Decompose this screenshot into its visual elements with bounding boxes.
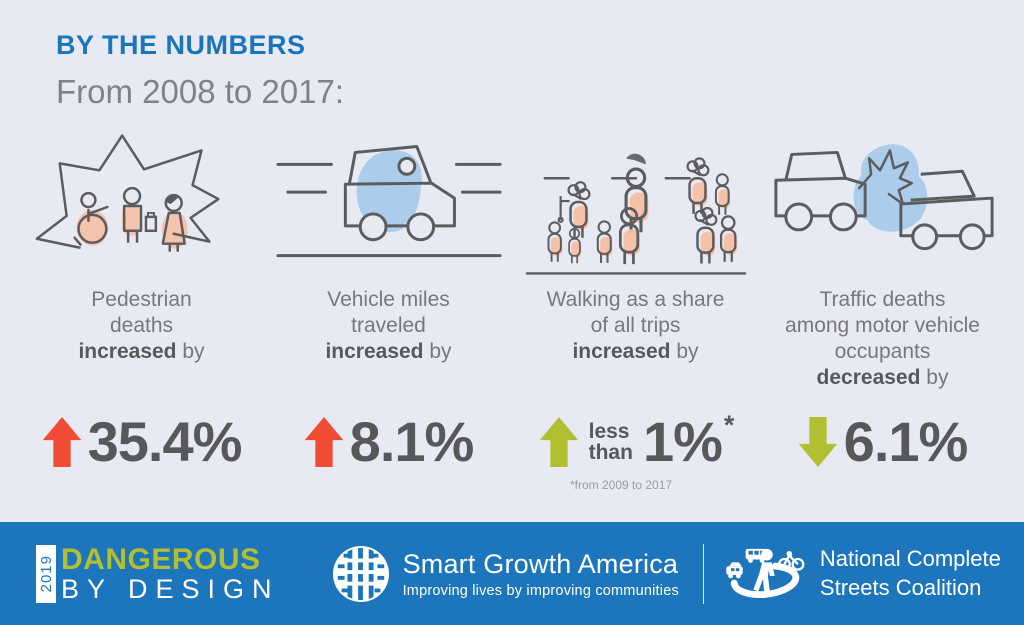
- down-arrow-icon: [798, 416, 837, 467]
- stat-value: 8.1%: [349, 410, 475, 473]
- smart-growth-america-name: Smart Growth America: [402, 548, 679, 579]
- dangerous-by-design-brand: 2019 DANGEROUS BY DESIGN: [36, 542, 280, 604]
- stats-columns: Pedestrian deaths increased by 35.4%: [0, 125, 1024, 492]
- complete-streets-logo-block: National Complete Streets Coalition: [724, 543, 1010, 605]
- footer-bar: 2019 DANGEROUS BY DESIGN: [0, 522, 1024, 625]
- stat-value: 6.1%: [843, 410, 969, 473]
- up-arrow-icon: [42, 416, 81, 467]
- stat-column-vehicle-miles: Vehicle miles traveled increased by 8.1%: [265, 125, 512, 492]
- stat-column-motor-vehicle-deaths: Traffic deaths among motor vehicle occup…: [759, 125, 1006, 492]
- asterisk: *: [723, 410, 735, 440]
- up-arrow-icon: [539, 416, 578, 467]
- stat-value: 35.4%: [87, 410, 243, 473]
- footnote: *from 2009 to 2017: [570, 478, 673, 492]
- stat-description: Pedestrian deaths increased by: [78, 288, 205, 364]
- stat-description: Walking as a share of all trips increase…: [546, 288, 725, 364]
- smart-growth-america-icon: [332, 545, 389, 602]
- speeding-car-icon: [270, 125, 508, 287]
- stat-description: Traffic deaths among motor vehicle occup…: [785, 288, 980, 390]
- smart-growth-america-tagline: Improving lives by improving communities: [402, 582, 679, 599]
- walking-people-icon: [517, 125, 755, 287]
- stat-column-walking-share: Walking as a share of all trips increase…: [512, 125, 759, 492]
- page-title: BY THE NUMBERS: [56, 30, 306, 60]
- complete-streets-name: National Complete Streets Coalition: [819, 545, 1001, 600]
- page-subtitle: From 2008 to 2017:: [56, 73, 345, 110]
- stat-value-row: 6.1%: [798, 409, 968, 474]
- by-the-numbers-section: BY THE NUMBERS From 2008 to 2017:: [0, 0, 1024, 522]
- pedestrian-crash-icon: [23, 125, 261, 287]
- complete-streets-icon: [726, 548, 805, 598]
- stat-description: Vehicle miles traveled increased by: [325, 288, 452, 364]
- stat-column-pedestrian-deaths: Pedestrian deaths increased by 35.4%: [18, 125, 265, 492]
- stat-value-row: 8.1%: [304, 409, 474, 474]
- year-badge: 2019: [36, 544, 56, 603]
- stat-value: 1%: [642, 410, 723, 473]
- stat-qualifier: less than: [588, 419, 633, 464]
- footer-divider: [702, 543, 704, 604]
- brand-title: DANGEROUS: [61, 542, 261, 576]
- brand-subtitle: BY DESIGN: [61, 573, 280, 604]
- smart-growth-america-logo-block: Smart Growth America Improving lives by …: [332, 545, 679, 603]
- car-crash-icon: [764, 125, 1002, 287]
- header: BY THE NUMBERS From 2008 to 2017:: [0, 30, 1024, 111]
- up-arrow-icon: [304, 416, 343, 467]
- stat-value-row: less than 1% *: [539, 409, 735, 474]
- stat-value-row: 35.4%: [42, 409, 242, 474]
